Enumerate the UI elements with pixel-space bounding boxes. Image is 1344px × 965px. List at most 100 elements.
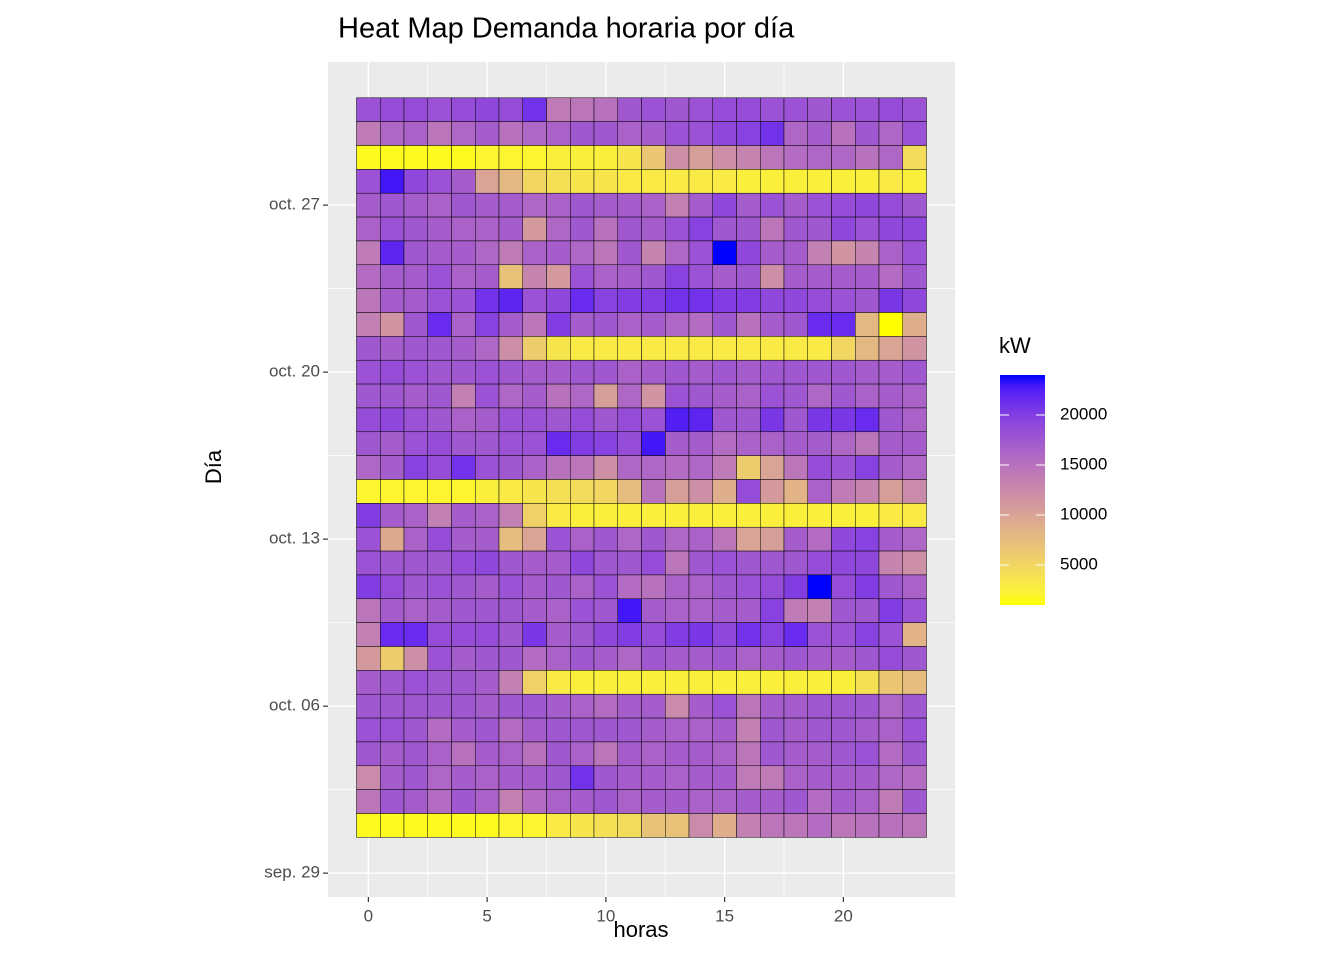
heat-cell: [665, 407, 690, 433]
heat-cell: [902, 359, 927, 385]
heat-cell: [356, 598, 381, 623]
heat-cell: [641, 693, 666, 719]
heat-cell: [617, 145, 642, 170]
heat-cell: [712, 574, 737, 600]
heat-cell: [498, 336, 523, 361]
heat-cell: [570, 312, 595, 337]
heat-cell: [688, 813, 713, 838]
heat-cell: [522, 550, 547, 576]
heat-cell: [665, 717, 690, 743]
heat-cell: [783, 121, 808, 146]
heat-cell: [878, 121, 903, 146]
heat-cell: [902, 646, 927, 671]
heat-cell: [712, 670, 737, 695]
heat-cell: [878, 192, 903, 218]
heat-cell: [712, 646, 737, 671]
heat-cell: [807, 598, 832, 623]
heat-cell: [475, 312, 500, 337]
heat-cell: [522, 503, 547, 528]
heat-cell: [712, 383, 737, 409]
heat-cell: [427, 288, 452, 313]
heat-cell: [760, 622, 785, 647]
heat-cell: [403, 264, 428, 289]
heat-cell: [760, 121, 785, 146]
heat-cell: [593, 97, 618, 122]
heat-cell: [475, 789, 500, 814]
heat-cell: [570, 145, 595, 170]
heat-cell: [380, 622, 405, 647]
heat-cell: [807, 431, 832, 456]
heat-cell: [617, 598, 642, 623]
heat-cell: [522, 97, 547, 122]
heat-cell: [760, 288, 785, 313]
heat-cell: [831, 216, 856, 242]
heat-cell: [475, 407, 500, 433]
heat-cell: [593, 503, 618, 528]
heat-cell: [831, 336, 856, 361]
heat-cell: [356, 717, 381, 743]
heat-cell: [451, 288, 476, 313]
heat-cell: [807, 97, 832, 122]
heat-cell: [570, 169, 595, 194]
heat-cell: [807, 670, 832, 695]
heat-cell: [498, 288, 523, 313]
heat-cell: [688, 670, 713, 695]
heat-cell: [688, 765, 713, 790]
heat-cell: [641, 97, 666, 122]
heat-cell: [902, 550, 927, 576]
heat-cell: [760, 741, 785, 767]
heat-cell: [570, 550, 595, 576]
heat-cell: [498, 765, 523, 790]
heat-cell: [783, 598, 808, 623]
heat-cell: [427, 240, 452, 266]
heat-cell: [807, 479, 832, 504]
heat-cell: [855, 765, 880, 790]
heat-cell: [783, 455, 808, 480]
heat-cell: [760, 646, 785, 671]
heat-cell: [475, 216, 500, 242]
heat-cell: [380, 169, 405, 194]
heat-cell: [546, 550, 571, 576]
heat-cell: [546, 622, 571, 647]
heat-cell: [688, 359, 713, 385]
heat-cell: [498, 169, 523, 194]
heat-cell: [783, 717, 808, 743]
heat-cell: [546, 312, 571, 337]
heat-cell: [783, 145, 808, 170]
heat-cell: [593, 359, 618, 385]
heat-cell: [356, 312, 381, 337]
heat-cell: [498, 312, 523, 337]
heat-cell: [902, 216, 927, 242]
heat-cell: [641, 670, 666, 695]
heat-cell: [570, 693, 595, 719]
heat-cell: [641, 216, 666, 242]
heat-cell: [617, 765, 642, 790]
heat-cell: [427, 789, 452, 814]
heat-cell: [380, 741, 405, 767]
heat-cell: [593, 622, 618, 647]
heat-cell: [380, 407, 405, 433]
heat-cell: [688, 789, 713, 814]
heat-cell: [593, 550, 618, 576]
heat-cell: [783, 526, 808, 552]
heat-cell: [617, 574, 642, 600]
heat-cell: [712, 407, 737, 433]
heat-cell: [522, 789, 547, 814]
heat-cell: [902, 97, 927, 122]
heat-cell: [831, 169, 856, 194]
heat-cell: [451, 97, 476, 122]
heat-cell: [783, 646, 808, 671]
heat-cell: [665, 431, 690, 456]
heat-cell: [688, 526, 713, 552]
x-axis-title: horas: [613, 917, 668, 942]
heat-cell: [570, 121, 595, 146]
heat-cell: [760, 97, 785, 122]
heat-cell: [831, 479, 856, 504]
heat-cell: [522, 646, 547, 671]
heat-cell: [570, 741, 595, 767]
heat-cell: [498, 670, 523, 695]
heat-cell: [878, 622, 903, 647]
heat-cell: [641, 192, 666, 218]
heat-cell: [546, 145, 571, 170]
